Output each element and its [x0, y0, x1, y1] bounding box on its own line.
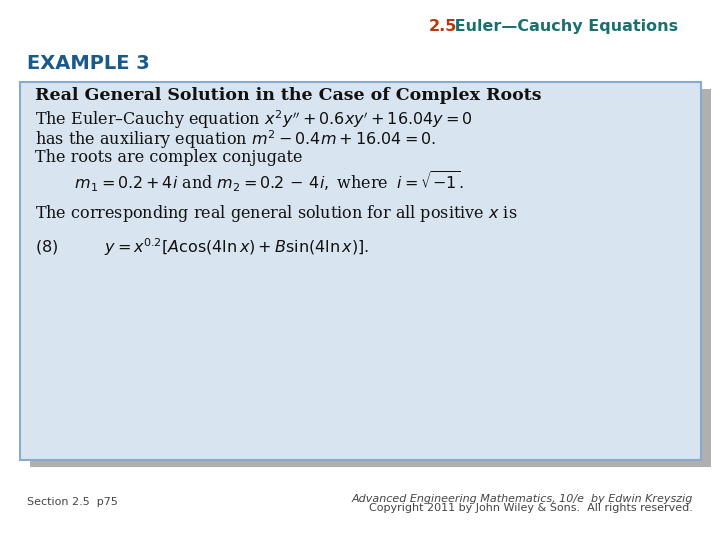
- Bar: [30, 89, 711, 467]
- Text: The roots are complex conjugate: The roots are complex conjugate: [35, 149, 302, 166]
- Text: has the auxiliary equation $m^2 - 0.4m + 16.04 = 0.$: has the auxiliary equation $m^2 - 0.4m +…: [35, 129, 436, 151]
- Text: Euler—Cauchy Equations: Euler—Cauchy Equations: [449, 19, 678, 34]
- Text: $(8)\qquad\quad y = x^{0.2}[A\cos(4\ln x) + B\sin(4\ln x)].$: $(8)\qquad\quad y = x^{0.2}[A\cos(4\ln x…: [35, 236, 369, 258]
- Text: EXAMPLE 3: EXAMPLE 3: [27, 54, 150, 73]
- Text: Section 2.5  p75: Section 2.5 p75: [27, 497, 118, 507]
- Text: 2.5: 2.5: [428, 19, 456, 34]
- Bar: [20, 82, 701, 460]
- Text: The corresponding real general solution for all positive $x$ is: The corresponding real general solution …: [35, 203, 517, 224]
- Text: Advanced Engineering Mathematics, 10/e  by Edwin Kreyszig: Advanced Engineering Mathematics, 10/e b…: [351, 494, 693, 504]
- Text: Real General Solution in the Case of Complex Roots: Real General Solution in the Case of Com…: [35, 87, 541, 104]
- Text: The Euler–Cauchy equation $x^2y'' + 0.6xy' + 16.04y = 0$: The Euler–Cauchy equation $x^2y'' + 0.6x…: [35, 108, 472, 131]
- Text: $\quad\quad\;\; m_1 = 0.2 + 4i$ and $m_2 = 0.2 \,-\, 4i,$ where $\;i = \sqrt{-1}: $\quad\quad\;\; m_1 = 0.2 + 4i$ and $m_2…: [35, 170, 463, 194]
- Text: Copyright 2011 by John Wiley & Sons.  All rights reserved.: Copyright 2011 by John Wiley & Sons. All…: [369, 503, 693, 514]
